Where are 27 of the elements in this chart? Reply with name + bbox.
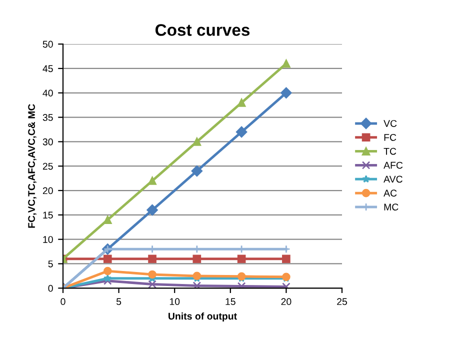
x-tick-label: 25 — [337, 298, 347, 306]
y-tick-label: 45 — [42, 65, 53, 72]
x-tick-label: 15 — [226, 298, 236, 306]
legend-label: VC — [384, 120, 397, 127]
legend-label: MC — [384, 204, 398, 210]
legend-label: AC — [384, 190, 397, 197]
y-tick-label: 15 — [43, 212, 53, 219]
y-tick-label: 50 — [42, 40, 53, 48]
legend-label: TC — [384, 148, 396, 155]
y-tick-label: 35 — [42, 114, 53, 121]
legend-label: AVC — [384, 176, 402, 183]
x-tick-label: 10 — [170, 298, 180, 306]
x-tick-label: 5 — [116, 298, 122, 306]
chart-title: Cost curves — [155, 24, 250, 36]
x-tick-label: 0 — [60, 298, 66, 306]
y-tick-label: 10 — [43, 236, 53, 243]
x-axis-title: Units of output — [168, 312, 237, 322]
y-tick-label: 40 — [42, 90, 53, 97]
x-tick-label: 20 — [281, 298, 292, 306]
y-tick-label: 25 — [42, 162, 53, 170]
y-axis-title: FC,VC,TC,AFC,AVC,C& MC — [28, 104, 36, 228]
y-tick-label: 0 — [48, 284, 53, 292]
legend-label: FC — [384, 134, 396, 141]
y-tick-label: 30 — [42, 138, 53, 146]
y-tick-label: 5 — [48, 260, 53, 268]
y-tick-label: 20 — [42, 187, 53, 194]
legend-label: AFC — [384, 162, 403, 169]
